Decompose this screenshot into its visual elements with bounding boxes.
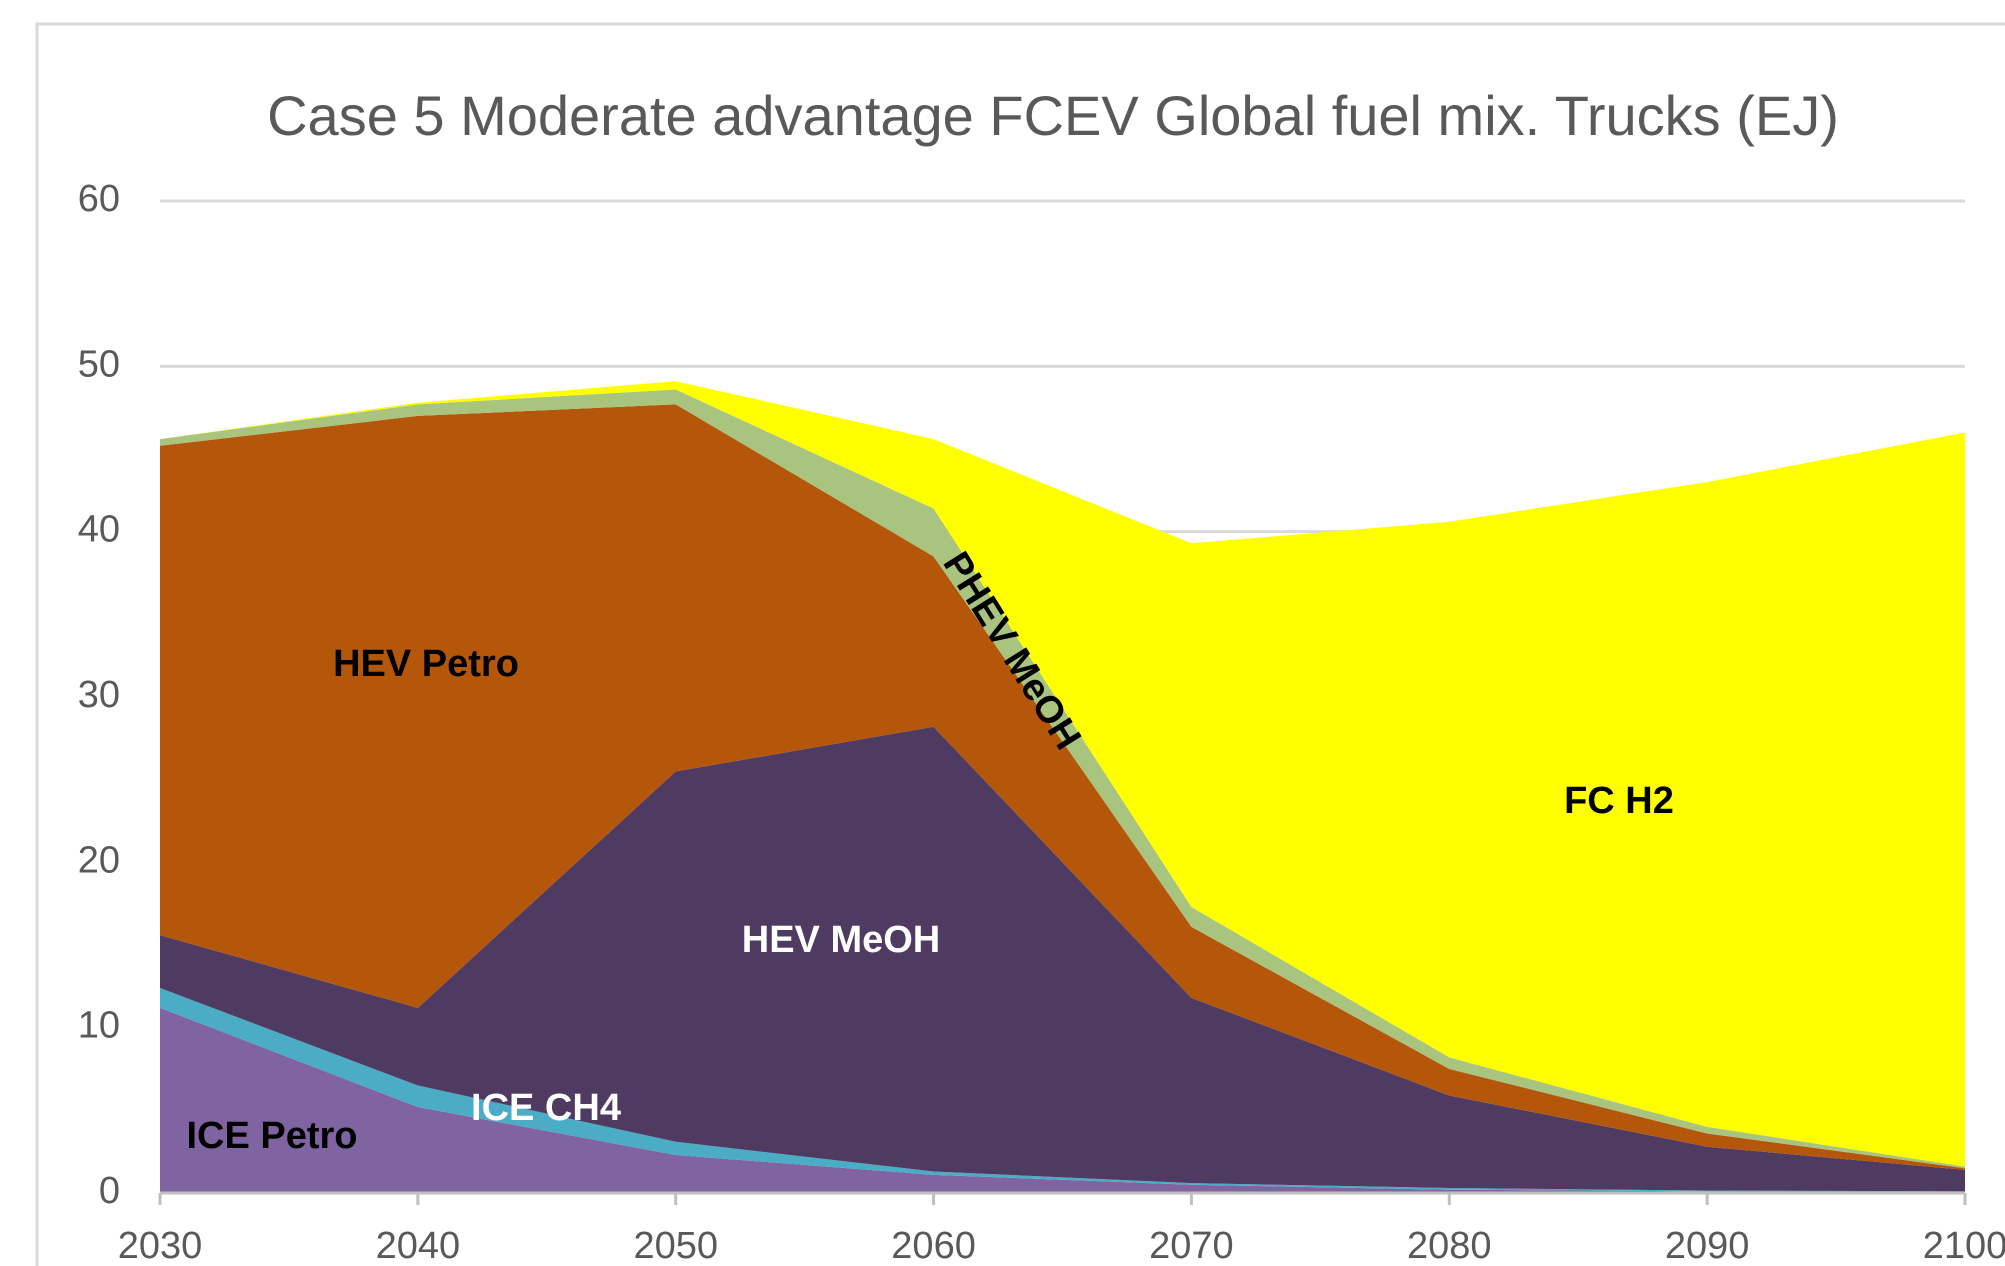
y-tick-label: 0 <box>99 1170 120 1212</box>
y-tick-label: 30 <box>78 674 120 716</box>
x-tick-label: 2100 <box>1923 1225 2005 1266</box>
chart-frame <box>35 22 2005 1266</box>
area-label: HEV MeOH <box>742 919 940 961</box>
y-tick-label: 10 <box>78 1005 120 1047</box>
x-tick-label: 2070 <box>1149 1225 1234 1266</box>
area-label: FC H2 <box>1564 780 1674 822</box>
x-tick-label: 2050 <box>633 1225 718 1266</box>
area-label: HEV Petro <box>333 643 519 685</box>
y-tick-label: 40 <box>78 509 120 551</box>
y-tick-label: 50 <box>78 343 120 385</box>
y-tick-label: 20 <box>78 839 120 881</box>
area <box>160 726 1965 1192</box>
x-tick-label: 2040 <box>376 1225 461 1266</box>
y-tick-label: 60 <box>78 178 120 220</box>
x-tick-label: 2080 <box>1407 1225 1492 1266</box>
area <box>160 404 1965 1170</box>
x-tick-label: 2030 <box>118 1225 203 1266</box>
x-tick-label: 2090 <box>1665 1225 1750 1266</box>
chart-title: Case 5 Moderate advantage FCEV Global fu… <box>267 84 1839 147</box>
area-label: ICE CH4 <box>471 1087 621 1129</box>
area <box>160 381 1965 1167</box>
area-label: ICE Petro <box>186 1115 357 1157</box>
area <box>160 1007 1965 1193</box>
x-tick-label: 2060 <box>891 1225 976 1266</box>
area <box>160 987 1965 1193</box>
